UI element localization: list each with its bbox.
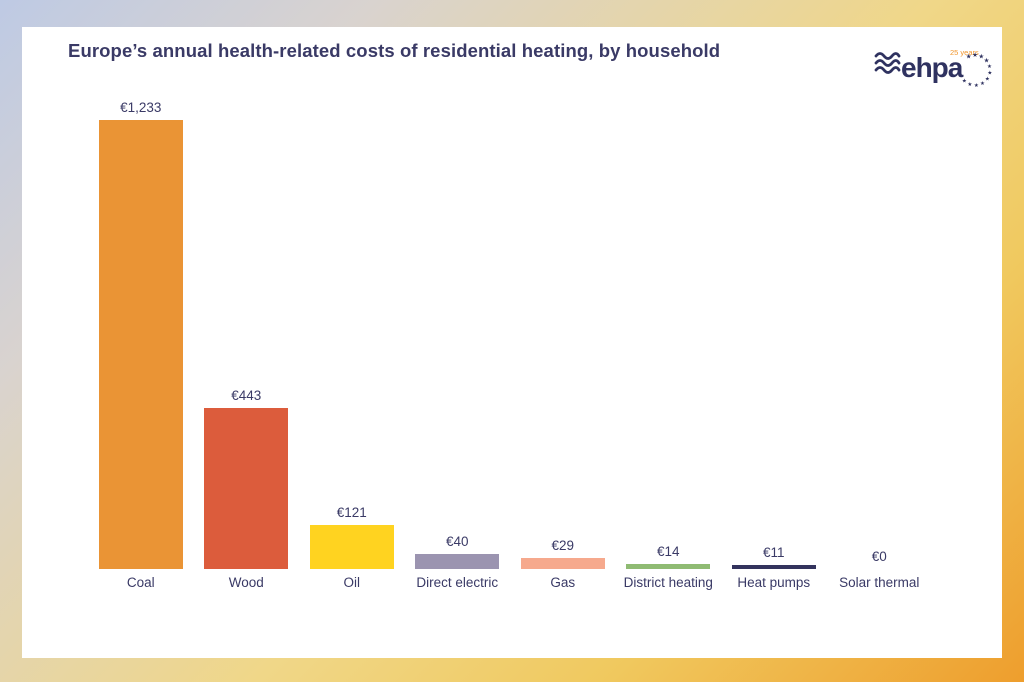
bar-column: €14 xyxy=(616,544,722,569)
bar-column: €1,233 xyxy=(88,100,194,569)
bar xyxy=(309,525,394,569)
svg-text:★: ★ xyxy=(978,52,984,60)
bar-value-label: €0 xyxy=(871,549,887,564)
bar-category-label: Solar thermal xyxy=(839,575,920,590)
bar-value-label: €14 xyxy=(656,544,680,559)
bar xyxy=(731,565,816,569)
bar-category-label: Wood xyxy=(228,575,264,590)
bar-category-label: Coal xyxy=(126,575,155,590)
bar-category-label: District heating xyxy=(623,575,713,590)
svg-text:★: ★ xyxy=(962,79,967,85)
bar xyxy=(415,554,500,569)
bar-column: €443 xyxy=(194,388,300,569)
bar-value-label: €1,233 xyxy=(120,100,162,115)
bar-value-label: €443 xyxy=(231,388,262,403)
svg-text:★: ★ xyxy=(987,71,992,77)
svg-text:★: ★ xyxy=(966,52,972,60)
bar-column: €121 xyxy=(299,505,405,569)
svg-text:★: ★ xyxy=(967,82,972,88)
bar-column: €29 xyxy=(510,538,616,569)
bar-category-label: Gas xyxy=(550,575,576,590)
bar xyxy=(204,408,289,569)
bar-column: €40 xyxy=(405,534,511,569)
svg-text:★: ★ xyxy=(974,83,979,89)
svg-text:★: ★ xyxy=(985,77,990,83)
ehpa-logo: ehpa 25 years ★ ★ ★ ★★★★★★★★ xyxy=(874,48,992,89)
bar-category-label: Heat pumps xyxy=(737,575,811,590)
chart-title: Europe’s annual health-related costs of … xyxy=(68,40,721,61)
logo-wordmark: ehpa xyxy=(901,52,964,83)
bar xyxy=(520,558,605,569)
svg-text:★: ★ xyxy=(984,56,990,64)
bar-column: €11 xyxy=(721,545,827,569)
svg-text:★: ★ xyxy=(972,51,978,59)
bar xyxy=(626,564,711,569)
logo-tagline: 25 years xyxy=(950,48,979,57)
bar-category-label: Oil xyxy=(343,575,361,590)
chart-card: Europe’s annual health-related costs of … xyxy=(22,27,1002,658)
svg-text:★: ★ xyxy=(987,64,992,70)
svg-text:★: ★ xyxy=(980,81,985,87)
bar xyxy=(98,120,183,569)
bar-value-label: €11 xyxy=(762,545,785,560)
bar-value-label: €121 xyxy=(336,505,367,520)
bar-chart: €1,233 €443 €121 €40 €29 €14 €11 €0 xyxy=(88,27,932,569)
bar-column: €0 xyxy=(827,549,933,569)
bar-value-label: €40 xyxy=(445,534,469,549)
eu-stars-icon: ★ ★ ★ ★★★★★★★★ xyxy=(962,51,992,89)
bar-value-label: €29 xyxy=(551,538,575,553)
waves-icon xyxy=(874,52,901,74)
category-labels: Coal Wood Oil Direct electric Gas District he… xyxy=(88,575,932,590)
bar-category-label: Direct electric xyxy=(416,575,499,590)
